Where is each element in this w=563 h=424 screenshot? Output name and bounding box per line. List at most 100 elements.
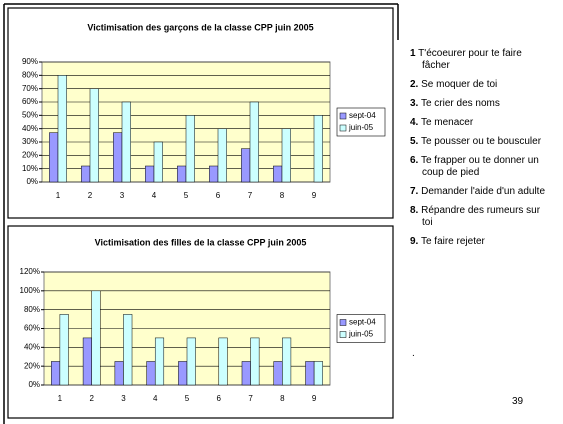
x-tick-label: 4 — [152, 191, 157, 200]
bar — [145, 165, 155, 183]
bar — [82, 337, 92, 386]
bar — [209, 165, 219, 183]
item-number: 5. — [410, 136, 419, 147]
x-tick-label: 7 — [248, 394, 253, 403]
legend-swatch — [339, 112, 347, 120]
y-tick-label: 40% — [22, 124, 38, 133]
list-item: 9. Te faire rejeter — [410, 236, 550, 248]
bar — [121, 101, 131, 183]
item-number: 8. — [410, 205, 419, 216]
item-text: Te menacer — [420, 117, 474, 128]
list-item: 6. Te frapper ou te donner un coup de pi… — [410, 155, 550, 179]
y-tick-label: 90% — [22, 57, 38, 66]
x-tick-label: 1 — [58, 394, 63, 403]
legend-label: juin-05 — [348, 330, 374, 339]
item-list: 1 T'écoeurer pour te faire fâcher 2. Se m… — [410, 48, 550, 255]
bar — [241, 148, 251, 183]
bar — [153, 141, 163, 183]
y-tick-label: 60% — [22, 97, 38, 106]
y-tick-label: 30% — [22, 137, 38, 146]
item-number: 9. — [410, 236, 419, 247]
y-tick-label: 20% — [22, 150, 38, 159]
legend-swatch — [339, 319, 347, 326]
bar — [146, 361, 156, 386]
item-number: 4. — [410, 117, 419, 128]
y-tick-label: 100% — [20, 286, 40, 295]
list-item: 1 T'écoeurer pour te faire fâcher — [410, 48, 550, 72]
y-tick-label: 0% — [26, 177, 38, 186]
item-text: Te frapper ou te donner un coup de pied — [420, 155, 539, 178]
bar — [218, 337, 228, 386]
legend-label: juin-05 — [348, 123, 374, 132]
legend-swatch — [339, 331, 347, 338]
legend-box — [336, 314, 386, 343]
y-tick-label: 40% — [24, 342, 40, 351]
x-tick-label: 4 — [153, 394, 158, 403]
item-number: 2. — [410, 79, 419, 90]
bar — [123, 314, 133, 386]
y-tick-label: 80% — [24, 305, 40, 314]
bar — [59, 314, 69, 386]
x-tick-label: 8 — [280, 191, 285, 200]
bar — [313, 115, 323, 183]
x-tick-label: 5 — [184, 191, 189, 200]
y-tick-label: 80% — [22, 70, 38, 79]
bar — [57, 75, 67, 183]
bar — [178, 361, 188, 386]
x-tick-label: 1 — [56, 191, 61, 200]
item-text: T'écoeurer pour te faire fâcher — [418, 48, 522, 71]
item-text: Te pousser ou te bousculer — [420, 136, 542, 147]
x-tick-label: 9 — [312, 191, 317, 200]
x-tick-label: 5 — [185, 394, 190, 403]
list-item: 3. Te crier des noms — [410, 98, 550, 110]
bar — [313, 361, 323, 386]
y-tick-label: 60% — [24, 324, 40, 333]
x-tick-label: 6 — [217, 394, 222, 403]
x-tick-label: 7 — [248, 191, 253, 200]
item-number: 3. — [410, 98, 419, 109]
item-text: Te faire rejeter — [420, 236, 485, 247]
legend-swatch — [339, 124, 347, 132]
item-number: 1 — [410, 48, 416, 59]
x-tick-label: 3 — [121, 394, 126, 403]
bar — [89, 88, 99, 183]
y-tick-label: 10% — [22, 164, 38, 173]
item-number: 6. — [410, 155, 419, 166]
y-tick-label: 0% — [28, 380, 40, 389]
x-tick-label: 3 — [120, 191, 125, 200]
list-item: 8. Répandre des rumeurs sur toi — [410, 205, 550, 229]
y-tick-label: 20% — [24, 361, 40, 370]
y-tick-label: 120% — [20, 267, 40, 276]
bar — [113, 132, 123, 183]
bar — [186, 337, 196, 386]
bar — [177, 165, 187, 183]
item-text: Répandre des rumeurs sur toi — [421, 205, 541, 228]
bar — [51, 361, 61, 386]
bar — [282, 337, 292, 386]
bar — [273, 361, 283, 386]
bar — [185, 115, 195, 183]
bar — [273, 165, 283, 183]
list-item: 4. Te menacer — [410, 117, 550, 129]
item-text: Se moquer de toi — [421, 79, 498, 90]
bar — [114, 361, 124, 386]
bar — [154, 337, 165, 386]
legend-label: sept-04 — [349, 318, 376, 327]
y-tick-label: 70% — [22, 84, 38, 93]
bar — [305, 361, 315, 386]
list-item: 2. Se moquer de toi — [410, 79, 550, 91]
bar — [91, 290, 101, 386]
bar — [49, 132, 59, 183]
item-number: 7. — [410, 186, 419, 197]
list-item: 7. Demander l'aide d'un adulte — [410, 186, 550, 198]
x-tick-label: 2 — [89, 394, 94, 403]
x-tick-label: 2 — [88, 191, 93, 200]
bar — [81, 165, 91, 183]
bar — [241, 361, 251, 386]
trailing-dot: . — [412, 348, 415, 359]
legend-label: sept-04 — [349, 111, 376, 120]
y-tick-label: 50% — [22, 110, 38, 119]
chart-title: Victimisation des garçons de la classe C… — [87, 22, 313, 32]
